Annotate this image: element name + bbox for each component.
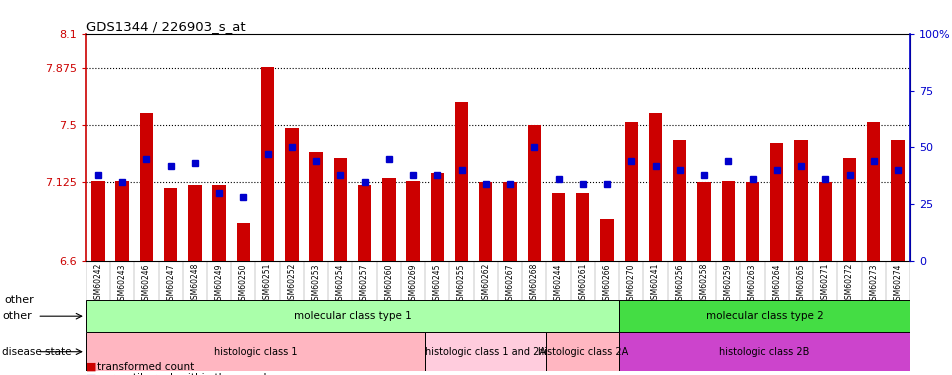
Text: histologic class 1: histologic class 1 [213, 347, 297, 357]
Text: GSM60246: GSM60246 [142, 263, 150, 305]
Bar [430, 173, 444, 261]
Text: molecular class type 2: molecular class type 2 [705, 311, 823, 321]
Bar [309, 152, 323, 261]
Bar [188, 185, 201, 261]
Bar [261, 67, 274, 261]
Bar [619, 332, 909, 371]
Text: GSM60272: GSM60272 [844, 263, 853, 305]
Text: GSM60251: GSM60251 [263, 263, 272, 305]
Bar [619, 300, 909, 332]
Text: GSM60243: GSM60243 [117, 263, 127, 305]
Text: GSM60245: GSM60245 [432, 263, 442, 305]
Bar [866, 122, 880, 261]
Text: GSM60264: GSM60264 [771, 263, 781, 305]
Text: GSM60265: GSM60265 [796, 263, 804, 305]
Text: GSM60267: GSM60267 [505, 263, 514, 305]
Text: ■: ■ [86, 362, 96, 372]
Bar [91, 181, 105, 261]
Bar [890, 140, 903, 261]
Bar [697, 182, 710, 261]
Text: GSM60257: GSM60257 [360, 263, 368, 305]
Bar [86, 332, 425, 371]
Text: GSM60270: GSM60270 [626, 263, 635, 305]
Bar [406, 181, 419, 261]
Text: GSM60273: GSM60273 [868, 263, 878, 305]
Bar [285, 128, 298, 261]
Text: histologic class 2A: histologic class 2A [537, 347, 627, 357]
Text: other: other [5, 295, 34, 305]
Bar [600, 219, 613, 261]
Text: GSM60248: GSM60248 [190, 263, 199, 305]
Text: GSM60244: GSM60244 [553, 263, 563, 305]
Text: disease state: disease state [2, 347, 71, 357]
Bar [721, 181, 734, 261]
Bar [115, 181, 129, 261]
Bar [140, 112, 153, 261]
Bar [551, 193, 565, 261]
Text: ■: ■ [86, 373, 96, 375]
Bar [745, 182, 759, 261]
Bar [672, 140, 685, 261]
Text: GSM60256: GSM60256 [675, 263, 684, 305]
Text: GSM60259: GSM60259 [723, 263, 732, 305]
Text: GSM60271: GSM60271 [820, 263, 829, 305]
Text: molecular class type 1: molecular class type 1 [293, 311, 411, 321]
Text: histologic class 1 and 2A: histologic class 1 and 2A [425, 347, 545, 357]
Bar [358, 185, 371, 261]
Text: GSM60262: GSM60262 [481, 263, 490, 305]
Text: GSM60242: GSM60242 [93, 263, 102, 305]
Bar [479, 182, 492, 261]
Text: GSM60255: GSM60255 [457, 263, 466, 305]
Text: transformed count: transformed count [97, 362, 194, 372]
Text: GSM60274: GSM60274 [893, 263, 902, 305]
Bar [527, 125, 541, 261]
Text: GSM60249: GSM60249 [214, 263, 224, 305]
Bar [454, 102, 467, 261]
Bar [164, 188, 177, 261]
Text: GSM60261: GSM60261 [578, 263, 586, 305]
Text: GSM60266: GSM60266 [602, 263, 611, 305]
Bar [333, 158, 347, 261]
Bar [818, 182, 831, 261]
Text: GSM60258: GSM60258 [699, 263, 707, 305]
Bar [212, 185, 226, 261]
Bar [236, 223, 249, 261]
Bar [576, 193, 589, 261]
Text: GSM60250: GSM60250 [239, 263, 248, 305]
Text: GSM60260: GSM60260 [384, 263, 393, 305]
Text: GSM60247: GSM60247 [166, 263, 175, 305]
Text: GSM60268: GSM60268 [529, 263, 538, 305]
Text: GDS1344 / 226903_s_at: GDS1344 / 226903_s_at [86, 20, 245, 33]
Text: GSM60253: GSM60253 [311, 263, 320, 305]
Text: histologic class 2B: histologic class 2B [719, 347, 809, 357]
Text: GSM60241: GSM60241 [650, 263, 660, 305]
Bar [545, 332, 619, 371]
Bar [624, 122, 637, 261]
Text: other: other [2, 311, 31, 321]
Text: GSM60269: GSM60269 [408, 263, 417, 305]
Text: GSM60254: GSM60254 [335, 263, 345, 305]
Bar [86, 300, 619, 332]
Bar [382, 178, 395, 261]
Bar [769, 143, 783, 261]
Bar [425, 332, 545, 371]
Bar [503, 182, 516, 261]
Text: GSM60252: GSM60252 [288, 263, 296, 305]
Bar [794, 140, 807, 261]
Bar [842, 158, 855, 261]
Text: percentile rank within the sample: percentile rank within the sample [97, 373, 273, 375]
Bar [648, 112, 662, 261]
Text: GSM60263: GSM60263 [747, 263, 756, 305]
